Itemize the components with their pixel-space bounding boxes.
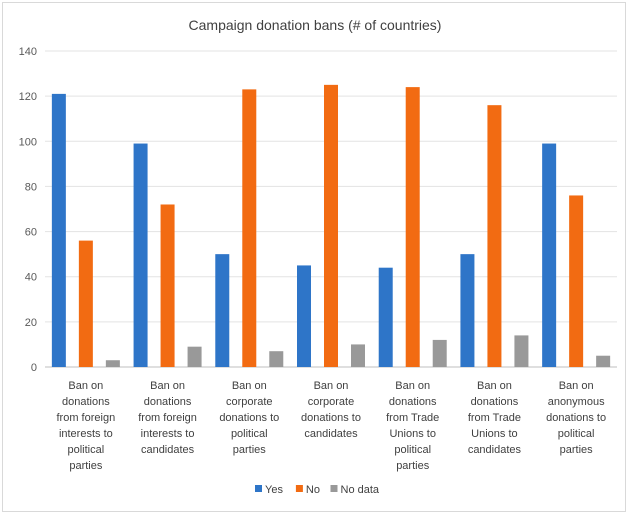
y-tick-label: 100 — [19, 136, 37, 148]
category-label: Ban on — [477, 380, 512, 392]
legend-label: No data — [341, 484, 380, 496]
category-label: Unions to — [471, 428, 517, 440]
chart-title: Campaign donation bans (# of countries) — [189, 17, 442, 33]
bar-yes — [297, 265, 311, 367]
category-label: political — [558, 428, 595, 440]
category-label: Ban on — [150, 380, 185, 392]
y-tick-label: 40 — [25, 272, 37, 284]
bar-yes — [51, 93, 66, 367]
category-label: from foreign — [138, 412, 197, 424]
category-label: donations to — [546, 412, 606, 424]
category-label: Ban on — [395, 380, 430, 392]
chart-frame: Campaign donation bans (# of countries) … — [2, 2, 626, 512]
category-label: donations — [62, 396, 110, 408]
category-label: interests to — [59, 428, 113, 440]
legend-label: Yes — [265, 484, 283, 496]
y-tick-label: 80 — [25, 181, 37, 193]
category-label: parties — [396, 460, 430, 472]
bar-no-data — [432, 339, 447, 367]
y-tick-label: 120 — [19, 91, 37, 103]
y-axis-ticks: 0 20 40 60 80 100 120 140 — [19, 46, 37, 374]
bar-yes — [215, 254, 230, 367]
bar-no — [160, 204, 175, 367]
category-label: political — [68, 444, 105, 456]
bar-no — [324, 84, 338, 367]
bar-yes — [133, 143, 148, 367]
bar-yes — [378, 267, 393, 367]
category-label: parties — [560, 444, 594, 456]
bar-chart: Campaign donation bans (# of countries) … — [19, 17, 617, 496]
category-label: from Trade — [468, 412, 521, 424]
y-tick-label: 0 — [31, 362, 37, 374]
category-label: candidates — [468, 444, 522, 456]
bar-no — [487, 105, 502, 368]
y-tick-label: 20 — [25, 317, 37, 329]
category-label: interests to — [141, 428, 195, 440]
category-label: Ban on — [68, 380, 103, 392]
category-label: from Trade — [386, 412, 439, 424]
category-label: parties — [233, 444, 267, 456]
category-labels: Ban on donations from foreign interests to p… — [57, 380, 607, 472]
legend-swatch — [255, 485, 262, 492]
category-label: donations — [471, 396, 519, 408]
bar-no-data — [351, 344, 365, 367]
y-tick-label: 60 — [25, 227, 37, 239]
category-label: political — [231, 428, 268, 440]
bar-yes — [542, 143, 557, 367]
bar-no-data — [269, 351, 284, 367]
category-label: Ban on — [232, 380, 267, 392]
category-label: candidates — [304, 428, 358, 440]
bar-no — [78, 240, 93, 367]
legend-swatch — [295, 485, 303, 492]
bar-no — [405, 87, 420, 367]
category-label: anonymous — [548, 396, 605, 408]
bar-no — [242, 89, 257, 367]
category-label: candidates — [141, 444, 195, 456]
category-label: from foreign — [57, 412, 116, 424]
category-label: donations to — [219, 412, 279, 424]
bar-no — [569, 195, 584, 367]
bar-no-data — [596, 355, 611, 367]
category-label: Ban on — [314, 380, 349, 392]
y-tick-label: 140 — [19, 46, 37, 58]
bar-no-data — [105, 360, 120, 367]
category-label: donations — [389, 396, 437, 408]
bar-yes — [460, 254, 475, 367]
category-label: Ban on — [559, 380, 594, 392]
legend-label: No — [306, 484, 320, 496]
category-label: political — [394, 444, 431, 456]
bar-no-data — [514, 335, 529, 367]
category-label: donations — [144, 396, 192, 408]
bar-no-data — [187, 346, 202, 367]
category-label: corporate — [308, 396, 354, 408]
category-label: Unions to — [389, 428, 435, 440]
bars — [51, 84, 611, 368]
legend-swatch — [330, 485, 338, 492]
category-label: donations to — [301, 412, 361, 424]
legend: Yes No No data — [255, 484, 380, 496]
category-label: parties — [69, 460, 103, 472]
category-label: corporate — [226, 396, 272, 408]
